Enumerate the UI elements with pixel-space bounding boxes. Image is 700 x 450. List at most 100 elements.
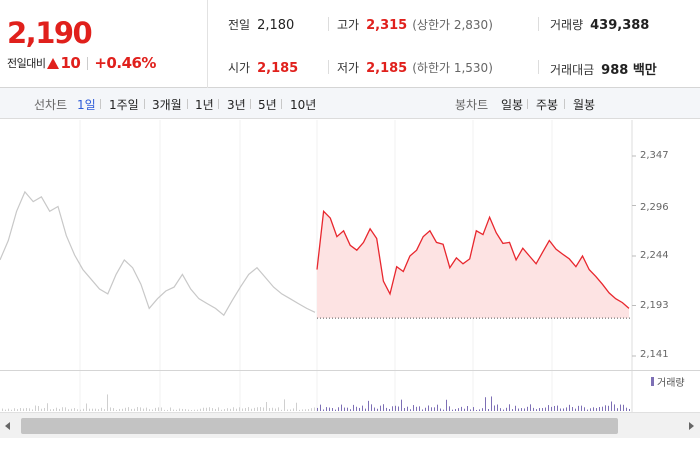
volume-bar — [137, 407, 138, 411]
volume-bar — [449, 406, 450, 411]
volume-bar — [482, 408, 483, 411]
stat-divider — [538, 60, 539, 74]
up-triangle-icon — [47, 57, 60, 69]
volume-bar — [227, 408, 228, 411]
toolbar-divider — [527, 99, 528, 109]
candle-monthly-button[interactable]: 월봉 — [573, 98, 596, 112]
volume-bar — [176, 409, 177, 411]
volume-bar — [335, 409, 336, 411]
volume-bar — [602, 406, 603, 411]
volume-bar — [134, 408, 135, 411]
period-1y-button[interactable]: 1년 — [195, 98, 214, 112]
period-3y-button[interactable]: 3년 — [227, 98, 246, 112]
chart-scrollbar[interactable] — [0, 412, 700, 438]
candle-weekly-button[interactable]: 주봉 — [536, 98, 559, 112]
scrollbar-thumb[interactable] — [21, 418, 618, 434]
volume-bar — [98, 409, 99, 411]
arrow-left-icon[interactable] — [2, 419, 16, 433]
period-1w-button[interactable]: 1주일 — [109, 98, 139, 112]
stat-value: 2,315 — [366, 18, 408, 33]
today-series-line — [316, 209, 630, 309]
volume-bar — [56, 407, 57, 411]
volume-bar — [350, 409, 351, 411]
volume-bar — [545, 407, 546, 411]
stat-trade-value: 거래대금 988 백만 — [550, 59, 657, 78]
volume-bar — [29, 408, 30, 411]
volume-bar — [527, 406, 528, 411]
volume-bar — [287, 409, 288, 411]
y-tick-label: 2,193 — [640, 300, 669, 311]
toolbar-divider — [250, 99, 251, 109]
volume-bar — [155, 407, 156, 411]
volume-bar — [590, 408, 591, 411]
volume-bar — [131, 408, 132, 411]
volume-bar — [62, 407, 63, 411]
volume-bar — [410, 409, 411, 411]
volume-bar — [479, 409, 480, 411]
period-10y-button[interactable]: 10년 — [290, 98, 317, 112]
volume-bar — [338, 407, 339, 411]
volume-bar — [542, 408, 543, 411]
toolbar-divider — [187, 99, 188, 109]
price-chart[interactable]: 2,347 2,296 2,244 2,193 2,141 — [0, 120, 700, 370]
volume-bar — [53, 409, 54, 411]
volume-bar — [452, 409, 453, 411]
volume-bar — [398, 406, 399, 411]
volume-bar — [485, 397, 486, 411]
volume-bar — [254, 407, 255, 411]
stat-divider — [328, 60, 329, 74]
chart-toolbar: 선차트 1일 1주일 3개월 1년 3년 5년 10년 봉차트 일봉 주봉 월봉 — [0, 88, 700, 119]
stat-label: 거래대금 — [550, 63, 595, 77]
volume-bar — [473, 407, 474, 411]
volume-bar — [572, 407, 573, 411]
volume-bar — [380, 405, 381, 411]
change-percent: +0.46% — [94, 54, 156, 72]
volume-bar — [362, 405, 363, 411]
volume-legend-label: 거래량 — [657, 378, 685, 389]
volume-bar — [161, 407, 162, 411]
stat-value: 988 백만 — [601, 63, 657, 78]
period-1d-button[interactable]: 1일 — [77, 98, 96, 112]
volume-bar — [236, 408, 237, 411]
volume-bar — [431, 407, 432, 411]
volume-bar — [242, 408, 243, 411]
stat-value: 2,185 — [257, 61, 299, 76]
volume-bar — [560, 408, 561, 411]
toolbar-divider — [144, 99, 145, 109]
volume-chart-svg — [2, 371, 633, 413]
volume-bar — [245, 407, 246, 411]
volume-bar — [8, 408, 9, 411]
toolbar-divider — [281, 99, 282, 109]
price-change-row: 전일대비 10 +0.46% — [7, 54, 156, 72]
volume-bar — [206, 407, 207, 411]
volume-bar — [593, 407, 594, 411]
volume-bar — [611, 401, 612, 411]
volume-bar — [347, 407, 348, 411]
stat-label: 전일 — [228, 18, 251, 32]
volume-bar — [32, 409, 33, 411]
volume-legend: 거래량 — [651, 374, 685, 389]
volume-bar — [302, 409, 303, 411]
candle-daily-button[interactable]: 일봉 — [501, 98, 524, 112]
volume-bar — [416, 406, 417, 411]
volume-bar — [59, 408, 60, 411]
volume-bar — [509, 404, 510, 411]
volume-bar — [608, 405, 609, 411]
prev-day-series-line — [0, 190, 316, 317]
volume-bar — [320, 404, 321, 411]
volume-bar — [323, 409, 324, 411]
volume-bar — [272, 407, 273, 411]
stat-value: 2,180 — [257, 18, 295, 33]
volume-bar — [125, 407, 126, 411]
period-3m-button[interactable]: 3개월 — [152, 98, 182, 112]
toolbar-divider — [218, 99, 219, 109]
stat-open: 시가 2,185 — [228, 59, 298, 76]
stat-label: 거래량 — [550, 18, 584, 32]
volume-bar — [311, 408, 312, 411]
arrow-right-icon[interactable] — [684, 419, 698, 433]
period-5y-button[interactable]: 5년 — [258, 98, 277, 112]
volume-bar — [626, 407, 627, 411]
volume-bar — [515, 405, 516, 411]
volume-bar — [554, 405, 555, 411]
volume-chart: 거래량 — [0, 370, 700, 413]
